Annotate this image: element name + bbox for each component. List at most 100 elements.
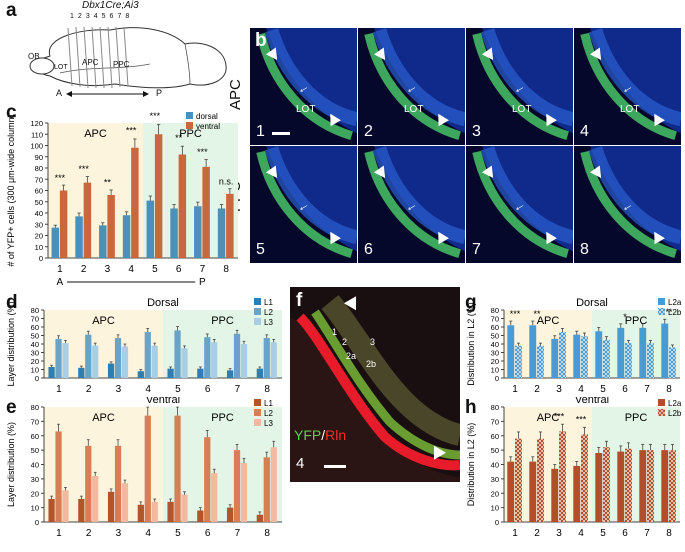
legend-swatch bbox=[186, 112, 193, 119]
region-label: APC bbox=[537, 315, 560, 327]
bar bbox=[240, 344, 248, 378]
bar bbox=[107, 363, 115, 378]
bar bbox=[639, 327, 647, 378]
y-tick-label: 110 bbox=[31, 130, 43, 139]
bar bbox=[62, 343, 69, 378]
layer-2a: 2a bbox=[346, 351, 357, 361]
panel-letter-d: d bbox=[6, 292, 18, 313]
y-tick-label: 90 bbox=[35, 153, 43, 162]
lot-label: LOT bbox=[512, 104, 532, 115]
legend-swatch bbox=[658, 399, 665, 406]
scale-bar bbox=[324, 465, 346, 468]
x-tick-label: 6 bbox=[205, 384, 211, 395]
bar bbox=[515, 438, 522, 522]
tile-number: 3 bbox=[472, 123, 481, 140]
legend-label: L2 bbox=[264, 409, 273, 418]
legend-label: L2b bbox=[668, 409, 682, 418]
y-axis-label: Layer distribution (%) bbox=[6, 301, 16, 386]
bar bbox=[625, 343, 632, 378]
chart-c: APC PPC 0 10 20 30 40 50 60 70 80 90 100 110 120 # of Y… bbox=[6, 111, 238, 288]
bar bbox=[529, 461, 537, 522]
x-tick-label: 8 bbox=[264, 528, 270, 539]
bar bbox=[507, 461, 515, 522]
significance-mark: * bbox=[623, 312, 627, 322]
panel-letter-f: f bbox=[296, 290, 303, 311]
legend-label: dorsal bbox=[196, 112, 218, 121]
bar bbox=[99, 225, 107, 258]
y-axis-label: Distribution in L2 (%) bbox=[466, 302, 476, 386]
significance-mark: *** bbox=[197, 147, 208, 157]
bar bbox=[85, 445, 92, 522]
bar bbox=[178, 154, 187, 258]
chart-title: Ventral bbox=[575, 397, 609, 406]
bar bbox=[197, 510, 204, 522]
rln-micrograph: 1 2 3 2a 2b YFP/Rln 4 bbox=[290, 287, 460, 482]
label-lot: LOT bbox=[54, 64, 68, 71]
bar bbox=[617, 451, 625, 522]
y-tick-label: 80 bbox=[35, 164, 43, 173]
bar bbox=[551, 338, 559, 378]
y-tick-label: 50 bbox=[35, 198, 43, 207]
y-tick-label: 30 bbox=[491, 475, 499, 484]
tissue-image bbox=[364, 146, 465, 258]
tissue-image bbox=[472, 28, 573, 140]
bar bbox=[529, 325, 537, 378]
x-tick-label: 1 bbox=[56, 528, 62, 539]
bar bbox=[256, 514, 263, 522]
legend-label: L2a bbox=[668, 298, 682, 307]
x-tick-label: 2 bbox=[534, 528, 540, 539]
micrograph-tile: ← LOT 4 bbox=[574, 28, 681, 145]
y-tick-label: 50 bbox=[31, 332, 39, 341]
y-tick-label: 70 bbox=[31, 417, 39, 426]
chart-title: Dorsal bbox=[576, 297, 608, 309]
y-tick-label: 30 bbox=[31, 475, 39, 484]
chart-e: APC PPC Ventral 0 10 20 30 40 50 60 70 80 Layer dist… bbox=[6, 397, 282, 539]
bar bbox=[263, 457, 270, 522]
x-tick-label: 5 bbox=[152, 264, 158, 275]
tissue-image bbox=[364, 28, 465, 140]
y-tick-label: 0 bbox=[35, 374, 39, 383]
x-tick-label: 5 bbox=[175, 528, 181, 539]
x-tick-label: 6 bbox=[205, 528, 211, 539]
y-tick-label: 80 bbox=[491, 306, 499, 315]
bar bbox=[573, 334, 581, 378]
tissue-image bbox=[256, 146, 357, 258]
tissue-image bbox=[580, 146, 681, 258]
lot-label: LOT bbox=[296, 104, 316, 115]
axis-p-label: P bbox=[156, 88, 163, 98]
region-label: APC bbox=[84, 128, 107, 140]
significance-mark: *** bbox=[55, 173, 66, 183]
y-tick-label: 40 bbox=[491, 461, 499, 470]
schematic-title: Dbx1Cre;Ai3 bbox=[82, 0, 139, 11]
x-tick-label: 4 bbox=[145, 384, 151, 395]
bar bbox=[181, 494, 188, 522]
significance-mark: ** bbox=[665, 307, 673, 317]
bar bbox=[114, 445, 122, 522]
tile-number: 4 bbox=[580, 123, 589, 140]
region-label: PPC bbox=[211, 315, 234, 327]
significance-mark: *** bbox=[576, 415, 587, 425]
tile-number: 6 bbox=[364, 241, 373, 258]
x-tick-label: 5 bbox=[600, 528, 606, 539]
chart-h: APC PPC Ventral 0 10 20 30 40 50 60 70 80 Distributi… bbox=[466, 397, 682, 539]
legend-swatch bbox=[186, 122, 193, 129]
y-tick-label: 120 bbox=[30, 119, 43, 128]
bar bbox=[151, 345, 158, 378]
bar bbox=[151, 501, 158, 522]
x-tick-label: 1 bbox=[57, 264, 63, 275]
y-tick-label: 60 bbox=[35, 187, 43, 196]
y-axis-label: Distribution in L2 (%) bbox=[466, 423, 476, 507]
bar bbox=[263, 338, 270, 378]
bar bbox=[78, 499, 85, 522]
bar bbox=[669, 347, 676, 378]
bar bbox=[137, 504, 144, 522]
bar bbox=[603, 447, 610, 522]
micrograph-tile: ← LOT 1 bbox=[250, 28, 357, 145]
axis-a-label: A bbox=[56, 88, 63, 98]
y-tick-label: 30 bbox=[35, 220, 43, 229]
bar bbox=[647, 343, 654, 378]
y-tick-label: 80 bbox=[491, 403, 499, 412]
bar bbox=[537, 438, 544, 522]
bar bbox=[515, 345, 522, 378]
y-tick-label: 20 bbox=[491, 489, 499, 498]
